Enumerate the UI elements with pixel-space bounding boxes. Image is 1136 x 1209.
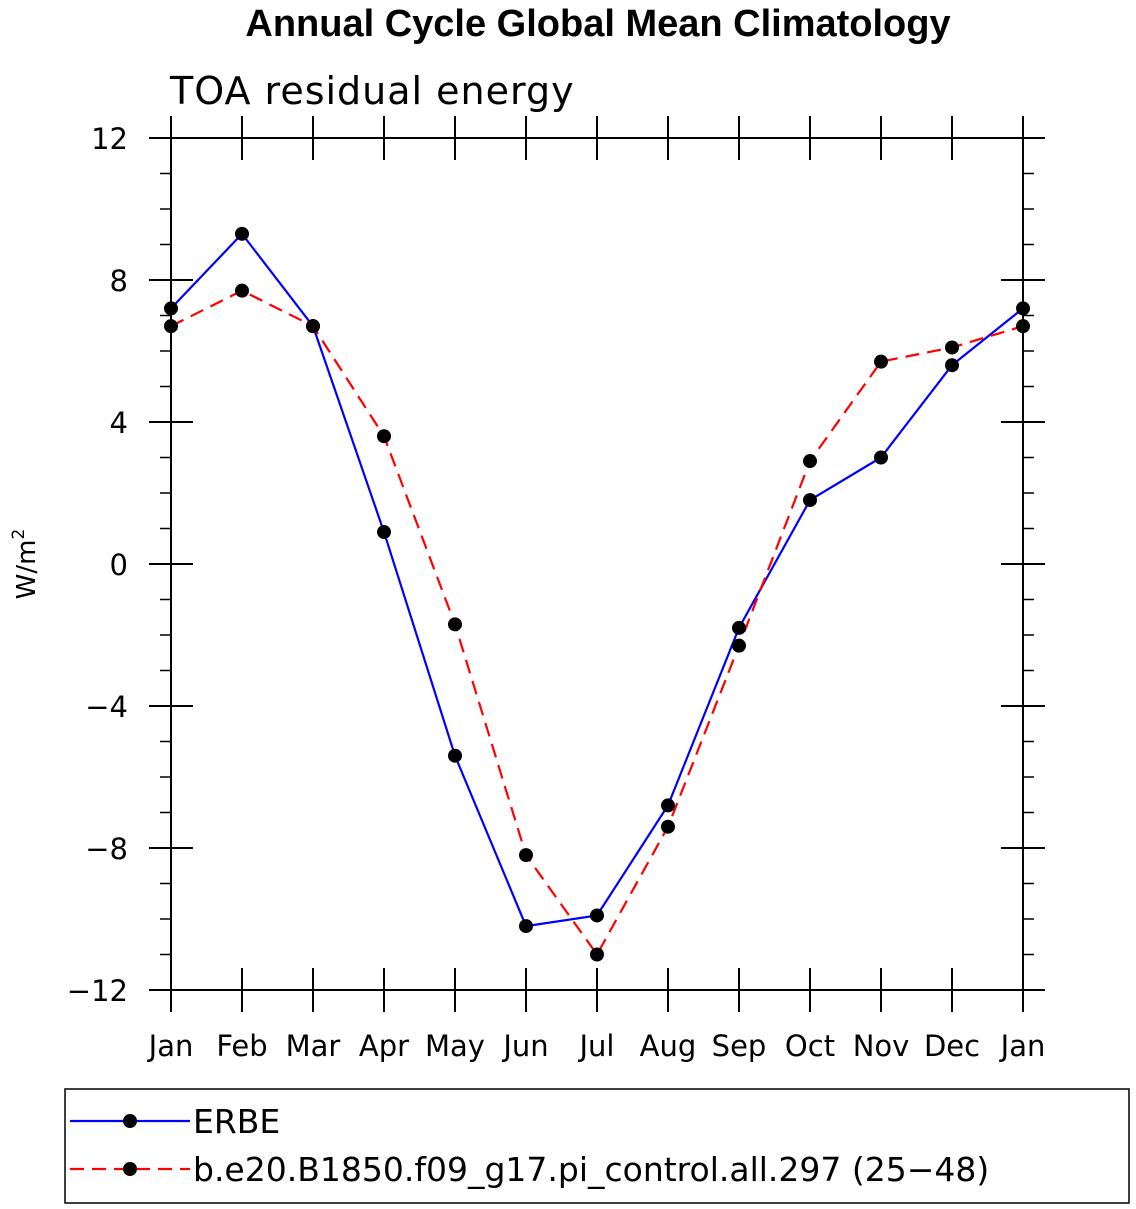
legend-box bbox=[64, 1088, 1130, 1204]
data-point bbox=[519, 848, 533, 863]
x-tick-label: Nov bbox=[853, 1029, 910, 1063]
y-axis-label-superscript: 2 bbox=[9, 529, 29, 540]
legend-label: ERBE bbox=[193, 1102, 280, 1141]
legend-label: b.e20.B1850.f09_g17.pi_control.all.297 (… bbox=[193, 1150, 989, 1189]
data-point bbox=[803, 493, 817, 508]
data-point bbox=[732, 638, 746, 653]
chart-title: Annual Cycle Global Mean Climatology bbox=[245, 3, 950, 45]
y-tick-label: −8 bbox=[85, 832, 128, 866]
series-2 bbox=[170, 289, 1024, 957]
legend: ERBE b.e20.B1850.f09_g17.pi_control.all.2… bbox=[64, 1088, 1130, 1204]
x-tick-label: Oct bbox=[785, 1029, 835, 1063]
series-1 bbox=[170, 232, 1024, 928]
legend-marker bbox=[123, 1162, 137, 1176]
data-point bbox=[306, 319, 320, 334]
data-point bbox=[377, 429, 391, 444]
data-point bbox=[590, 908, 604, 923]
y-axis-label-base: W/m bbox=[12, 540, 42, 600]
data-point bbox=[377, 525, 391, 540]
data-point bbox=[661, 798, 675, 813]
x-tick-label: Feb bbox=[216, 1029, 267, 1063]
x-tick-label: May bbox=[425, 1029, 485, 1063]
data-point bbox=[1016, 301, 1030, 316]
x-tick-label: Jan bbox=[147, 1029, 194, 1063]
y-tick-label: 4 bbox=[110, 406, 128, 440]
x-tick-label: Jun bbox=[501, 1029, 548, 1063]
y-axis-label: W/m2 bbox=[9, 529, 42, 600]
x-tick-label: Apr bbox=[359, 1029, 409, 1063]
y-tick-label: 12 bbox=[91, 122, 128, 156]
data-point bbox=[732, 620, 746, 635]
x-tick-label: Jan bbox=[999, 1029, 1046, 1063]
data-point bbox=[661, 819, 675, 834]
y-tick-labels: 12 8 4 0 −4 −8 −12 bbox=[67, 122, 128, 1008]
axis-ticks bbox=[149, 116, 1045, 1012]
x-tick-label: Aug bbox=[640, 1029, 697, 1063]
chart-subtitle: TOA residual energy bbox=[169, 69, 575, 113]
data-point bbox=[519, 919, 533, 934]
data-point bbox=[1016, 319, 1030, 334]
series-layer bbox=[164, 226, 1030, 962]
plot-border bbox=[170, 137, 1024, 991]
series-line bbox=[170, 289, 1024, 957]
data-point bbox=[874, 450, 888, 465]
data-point bbox=[448, 748, 462, 763]
x-tick-label: Jul bbox=[578, 1029, 615, 1063]
data-point bbox=[874, 354, 888, 369]
y-tick-label: 0 bbox=[110, 548, 128, 582]
data-point bbox=[590, 947, 604, 962]
x-tick-labels: Jan Feb Mar Apr May Jun Jul Aug Sep Oct Nov Dec Jan bbox=[147, 1029, 1046, 1063]
y-tick-label: 8 bbox=[110, 264, 128, 298]
data-point bbox=[945, 358, 959, 373]
series-1-markers bbox=[164, 226, 1030, 934]
data-point bbox=[945, 340, 959, 355]
x-tick-label: Dec bbox=[924, 1029, 980, 1063]
series-2-markers bbox=[164, 283, 1030, 962]
x-tick-label: Mar bbox=[286, 1029, 341, 1063]
data-point bbox=[235, 226, 249, 241]
series-line bbox=[170, 232, 1024, 928]
x-tick-label: Sep bbox=[712, 1029, 767, 1063]
data-point bbox=[164, 319, 178, 334]
data-point bbox=[164, 301, 178, 316]
y-tick-label: −4 bbox=[85, 690, 128, 724]
plot-frame bbox=[170, 137, 1024, 991]
data-point bbox=[235, 283, 249, 298]
data-point bbox=[448, 617, 462, 632]
y-tick-label: −12 bbox=[67, 974, 128, 1008]
data-point bbox=[803, 454, 817, 469]
legend-marker bbox=[123, 1114, 137, 1128]
